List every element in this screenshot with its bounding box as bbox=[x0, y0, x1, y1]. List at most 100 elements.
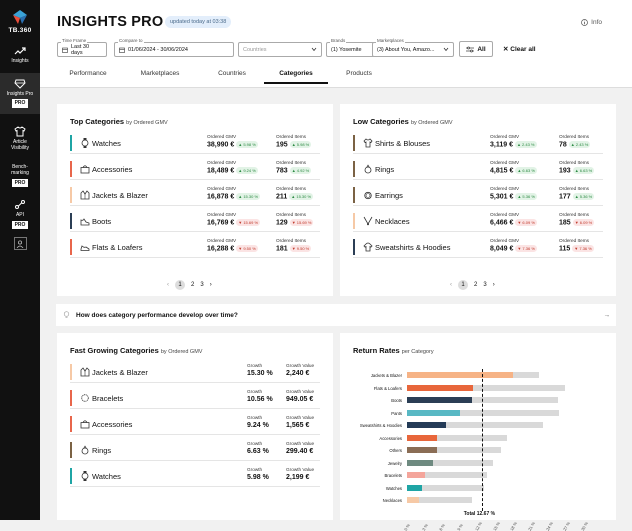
metric-label: Growth bbox=[247, 441, 263, 446]
compare-select[interactable]: Compare to 01/06/2024 - 30/06/2024 bbox=[114, 38, 234, 57]
category-row[interactable]: Jackets & Blazer Growth 15.30 % Growth V… bbox=[70, 361, 320, 383]
metric-secondary: Ordered Items 193 ▲ 6.63 % bbox=[559, 160, 595, 175]
metric-label: Ordered Items bbox=[276, 212, 306, 217]
sidebar: TB.360 Insights Insights Pro PRO Article… bbox=[0, 0, 40, 520]
category-color-bar bbox=[70, 390, 72, 406]
tab-countries[interactable]: Countries bbox=[218, 70, 246, 77]
jacket-icon bbox=[80, 367, 90, 377]
page-3[interactable]: 3 bbox=[200, 282, 204, 288]
metric-label: Ordered GMV bbox=[490, 134, 520, 139]
category-label: Bracelets bbox=[384, 473, 402, 478]
sidebar-item-benchmarking[interactable]: Bench-marking PRO bbox=[0, 164, 40, 187]
compare-value: 01/06/2024 - 30/06/2024 bbox=[128, 46, 188, 53]
info-button[interactable]: Info bbox=[581, 19, 602, 26]
brand-logo[interactable]: TB.360 bbox=[0, 10, 40, 34]
metric-value-text: 6.63 % bbox=[247, 448, 269, 455]
metric-secondary: Ordered Items 181 ▼ 9.50 % bbox=[276, 238, 312, 253]
return-rate-background-bar bbox=[407, 409, 560, 416]
total-reference-label: Total 12.67 % bbox=[463, 510, 496, 517]
page-1[interactable]: 1 bbox=[458, 280, 468, 290]
metric-value: 193 ▲ 6.63 % bbox=[559, 167, 595, 175]
category-label: Watches bbox=[385, 485, 402, 491]
category-color-bar bbox=[70, 239, 72, 255]
sidebar-item-insights-pro[interactable]: Insights Pro PRO bbox=[0, 72, 40, 114]
metric-label: Ordered Items bbox=[559, 160, 589, 165]
category-label: Others bbox=[389, 448, 402, 453]
category-row[interactable]: Flats & Loafers Ordered GMV 16,288 € ▼ 9.… bbox=[70, 236, 320, 258]
return-rate-bar bbox=[407, 434, 438, 441]
metric-label: Ordered Items bbox=[559, 238, 589, 243]
tab-categories[interactable]: Categories bbox=[264, 70, 328, 84]
category-row[interactable]: Accessories Growth 9.24 % Growth Value 1… bbox=[70, 413, 320, 435]
chevron-left-icon[interactable]: ‹ bbox=[167, 282, 169, 288]
return-rate-background-bar bbox=[407, 384, 566, 391]
metric-value: 15.30 % bbox=[247, 370, 273, 377]
page-2[interactable]: 2 bbox=[191, 282, 195, 288]
category-row[interactable]: Accessories Ordered GMV 18,489 € ▲ 9.24 %… bbox=[70, 158, 320, 180]
timeframe-select[interactable]: Time Frame Last 30 days bbox=[57, 38, 107, 57]
marketplaces-select[interactable]: Marketplaces (3) About You, Amazo... bbox=[372, 38, 454, 57]
chevron-right-icon[interactable]: › bbox=[492, 282, 495, 288]
category-row[interactable]: Rings Growth 6.63 % Growth Value 299.40 … bbox=[70, 439, 320, 461]
category-row[interactable]: Boots Ordered GMV 16,769 € ▼ 15.69 % Orde… bbox=[70, 210, 320, 232]
tab-marketplaces[interactable]: Marketplaces bbox=[140, 70, 180, 77]
x-tick-label: 24 % bbox=[544, 520, 554, 531]
page-2[interactable]: 2 bbox=[474, 282, 478, 288]
category-name: Jackets & Blazer bbox=[92, 191, 148, 200]
metric-secondary: Ordered Items 177 ▲ 5.36 % bbox=[559, 186, 595, 200]
metric-secondary: Ordered Items 78 ▲ 2.43 % bbox=[559, 134, 591, 148]
items-change-badge: ▼ 15.69 % bbox=[289, 219, 314, 226]
category-row[interactable]: Rings Ordered GMV 4,815 € ▲ 6.63 % Ordere… bbox=[353, 158, 603, 180]
metric-value: 5,301 € ▲ 5.36 % bbox=[490, 193, 537, 200]
category-row[interactable]: Sweatshirts & Hoodies Ordered GMV 8,049 … bbox=[353, 236, 603, 258]
metric-secondary: Growth Value 1,565 € bbox=[286, 415, 314, 429]
return-rate-bar bbox=[407, 447, 437, 453]
metric-primary: Growth 6.63 % bbox=[247, 441, 269, 455]
category-row[interactable]: Watches Ordered GMV 38,990 € ▲ 5.98 % Ord… bbox=[70, 132, 320, 154]
metric-label: Ordered GMV bbox=[490, 186, 520, 191]
clear-all-button[interactable]: ✕ Clear all bbox=[503, 45, 536, 53]
metric-value-text: 129 bbox=[276, 219, 288, 227]
category-color-bar bbox=[70, 213, 72, 229]
metric-primary: Ordered GMV 16,288 € ▼ 9.50 % bbox=[207, 238, 258, 252]
category-color-bar bbox=[353, 161, 355, 177]
tab-performance[interactable]: Performance bbox=[69, 70, 107, 77]
metric-value-text: 15.30 % bbox=[247, 370, 273, 377]
category-color-bar bbox=[70, 161, 72, 177]
category-row[interactable]: Jackets & Blazer Ordered GMV 16,878 € ▲ 1… bbox=[70, 184, 320, 206]
category-name: Flats & Loafers bbox=[92, 243, 143, 252]
page-3[interactable]: 3 bbox=[483, 282, 487, 288]
metric-value: 8,049 € ▼ 7.36 % bbox=[490, 245, 537, 252]
sidebar-item-insights[interactable]: Insights bbox=[0, 46, 40, 65]
metric-label: Ordered Items bbox=[559, 212, 589, 217]
watch-icon bbox=[81, 471, 89, 481]
category-row[interactable]: Shirts & Blouses Ordered GMV 3,119 € ▲ 2.… bbox=[353, 132, 603, 154]
metric-primary: Growth 9.24 % bbox=[247, 415, 269, 429]
category-row[interactable]: Watches Growth 5.98 % Growth Value 2,199… bbox=[70, 465, 320, 487]
category-row[interactable]: Necklaces Ordered GMV 6,466 € ▼ 6.09 % Or… bbox=[353, 210, 603, 232]
metric-value-text: 783 bbox=[276, 167, 288, 175]
category-row[interactable]: Bracelets Growth 10.56 % Growth Value 94… bbox=[70, 387, 320, 409]
metric-value-text: 181 bbox=[276, 245, 288, 253]
page-1[interactable]: 1 bbox=[175, 280, 185, 290]
gmv-change-badge: ▲ 5.98 % bbox=[236, 141, 258, 148]
user-avatar[interactable] bbox=[13, 237, 27, 250]
metric-value-text: 10.56 % bbox=[247, 396, 273, 403]
brands-label: Brands bbox=[330, 38, 347, 43]
metric-secondary: Ordered Items 129 ▼ 15.69 % bbox=[276, 212, 314, 227]
metric-value-text: 16,288 € bbox=[207, 245, 235, 253]
metric-value: 211 ▲ 15.30 % bbox=[276, 193, 314, 200]
countries-select[interactable]: Countries bbox=[238, 42, 322, 57]
chevron-right-icon[interactable]: › bbox=[209, 282, 212, 288]
category-row[interactable]: Earrings Ordered GMV 5,301 € ▲ 5.36 % Ord… bbox=[353, 184, 603, 206]
sidebar-item-article-visibility[interactable]: Article Visibility bbox=[0, 125, 40, 152]
metric-value-text: 193 bbox=[559, 167, 571, 175]
category-color-bar bbox=[353, 239, 355, 255]
all-filters-button[interactable]: All bbox=[459, 41, 493, 57]
sidebar-item-api[interactable]: API PRO bbox=[0, 199, 40, 229]
metric-value: 9.24 % bbox=[247, 422, 269, 429]
category-development-question[interactable]: How does category performance develop ov… bbox=[56, 304, 616, 326]
tab-products[interactable]: Products bbox=[346, 70, 372, 77]
metric-label: Growth Value bbox=[286, 467, 315, 472]
chevron-left-icon[interactable]: ‹ bbox=[450, 282, 452, 288]
